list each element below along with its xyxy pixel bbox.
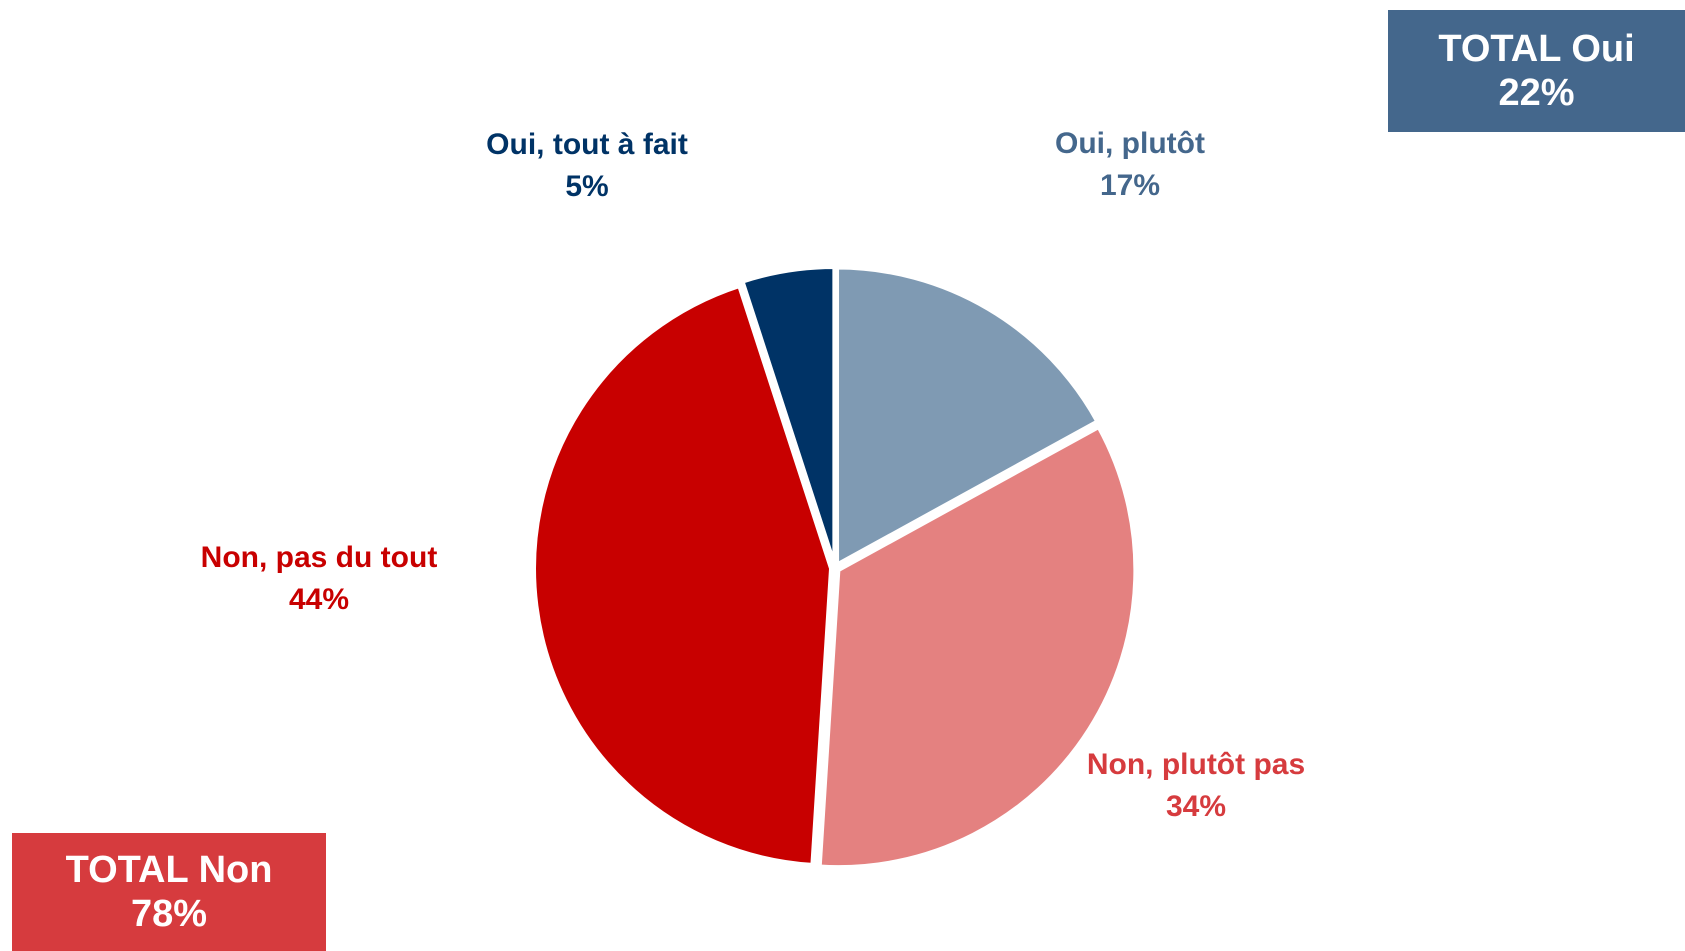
slice-value-label: 44% — [289, 583, 349, 616]
total-oui-label: TOTAL Oui — [1438, 27, 1634, 71]
total-oui-value: 22% — [1498, 71, 1574, 115]
total-oui-box: TOTAL Oui 22% — [1388, 10, 1685, 132]
slice-value-label: 17% — [1100, 169, 1160, 202]
slice-value-label: 5% — [565, 170, 608, 203]
slice-label-1: Oui, plutôt 17% — [1055, 127, 1205, 202]
slice-category-label: Oui, plutôt — [1055, 127, 1205, 160]
total-non-label: TOTAL Non — [66, 848, 273, 892]
slice-category-label: Non, pas du tout — [201, 541, 438, 574]
slice-category-label: Oui, tout à fait — [486, 128, 688, 161]
total-non-box: TOTAL Non 78% — [12, 833, 326, 951]
slice-label-4: Oui, tout à fait 5% — [486, 128, 688, 203]
slice-label-2: Non, plutôt pas 34% — [1087, 748, 1305, 823]
slice-label-3: Non, pas du tout 44% — [201, 541, 438, 616]
total-non-value: 78% — [131, 892, 207, 936]
slice-category-label: Non, plutôt pas — [1087, 748, 1305, 781]
slice-value-label: 34% — [1166, 790, 1226, 823]
pie-slices — [534, 267, 1135, 867]
